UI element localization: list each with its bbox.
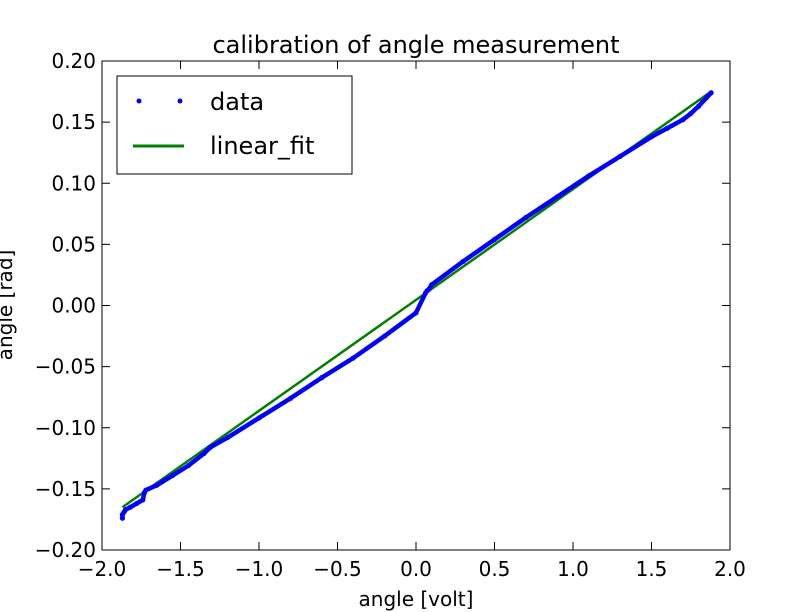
x-tick-label: 1.5 bbox=[636, 557, 668, 581]
series-data-point bbox=[133, 500, 140, 507]
x-axis-ticks: −2.0 −1.5 −1.0 −0.5 0.0 0.5 1.0 1.5 2.0 bbox=[78, 61, 746, 581]
series-data-point bbox=[143, 487, 149, 493]
series-data-point bbox=[586, 173, 592, 179]
legend-marker-data-1 bbox=[136, 98, 142, 104]
series-data-point bbox=[287, 395, 293, 402]
series-data-point bbox=[225, 434, 231, 441]
y-tick-label: 0.05 bbox=[51, 232, 96, 256]
y-tick-label: −0.15 bbox=[35, 477, 96, 501]
legend: data linear_fit bbox=[116, 75, 353, 175]
legend-label-data: data bbox=[210, 88, 264, 116]
series-data-point bbox=[491, 236, 498, 243]
series-data-point bbox=[429, 282, 435, 288]
series-data-point bbox=[207, 444, 213, 450]
series-data-point bbox=[708, 90, 714, 96]
series-data-point bbox=[425, 287, 432, 293]
y-axis-label: angle [rad] bbox=[0, 250, 17, 361]
series-data-point bbox=[154, 482, 160, 488]
x-tick-label: 1.0 bbox=[557, 557, 589, 581]
series-data-point bbox=[122, 507, 129, 513]
series-layer bbox=[119, 90, 714, 521]
y-tick-label: −0.20 bbox=[35, 538, 96, 562]
series-data-point bbox=[696, 103, 702, 109]
legend-item-linear-fit: linear_fit bbox=[133, 132, 314, 160]
series-data-point bbox=[201, 450, 207, 457]
series-data-point bbox=[170, 472, 176, 479]
series-data-point bbox=[413, 310, 419, 316]
x-tick-label: −0.5 bbox=[313, 557, 362, 581]
x-tick-label: 0.0 bbox=[400, 557, 432, 581]
series-data-point bbox=[664, 125, 670, 131]
series-data-point bbox=[256, 415, 262, 421]
y-tick-label: 0.20 bbox=[51, 49, 96, 73]
y-tick-label: 0.10 bbox=[51, 171, 96, 195]
legend-marker-data-2 bbox=[177, 98, 183, 104]
x-axis-label: angle [volt] bbox=[359, 587, 474, 611]
x-tick-label: −2.0 bbox=[78, 557, 127, 581]
legend-box bbox=[116, 75, 353, 175]
series-data-point bbox=[648, 134, 655, 140]
y-axis-ticks: 0.20 0.15 0.10 0.05 0.00 −0.05 −0.10 −0.15 −0.20 bbox=[35, 49, 730, 562]
y-tick-label: −0.05 bbox=[35, 355, 96, 379]
series-data-point bbox=[140, 497, 146, 503]
x-tick-label: 2.0 bbox=[714, 557, 746, 581]
series-data-point bbox=[127, 504, 133, 510]
series-data-point bbox=[319, 375, 325, 381]
y-tick-label: 0.00 bbox=[51, 294, 96, 318]
legend-item-data: data bbox=[136, 88, 264, 116]
y-tick-label: 0.15 bbox=[51, 110, 96, 134]
legend-label-linear-fit: linear_fit bbox=[210, 132, 314, 160]
series-data-point bbox=[382, 333, 388, 339]
series-data-point bbox=[680, 117, 686, 123]
series-data-point bbox=[688, 110, 694, 117]
series-data-point bbox=[703, 95, 710, 101]
series-data-point bbox=[185, 463, 191, 469]
series-data-point bbox=[119, 515, 126, 521]
x-tick-label: 0.5 bbox=[479, 557, 511, 581]
series-data-point bbox=[617, 153, 623, 159]
chart-title: calibration of angle measurement bbox=[212, 31, 619, 59]
x-tick-label: −1.0 bbox=[235, 557, 284, 581]
series-data-point bbox=[460, 258, 466, 265]
series-data-point bbox=[523, 214, 529, 221]
series-data-point bbox=[554, 194, 560, 200]
x-tick-label: −1.5 bbox=[156, 557, 205, 581]
y-tick-label: −0.10 bbox=[35, 416, 96, 440]
series-data-point bbox=[350, 355, 356, 361]
